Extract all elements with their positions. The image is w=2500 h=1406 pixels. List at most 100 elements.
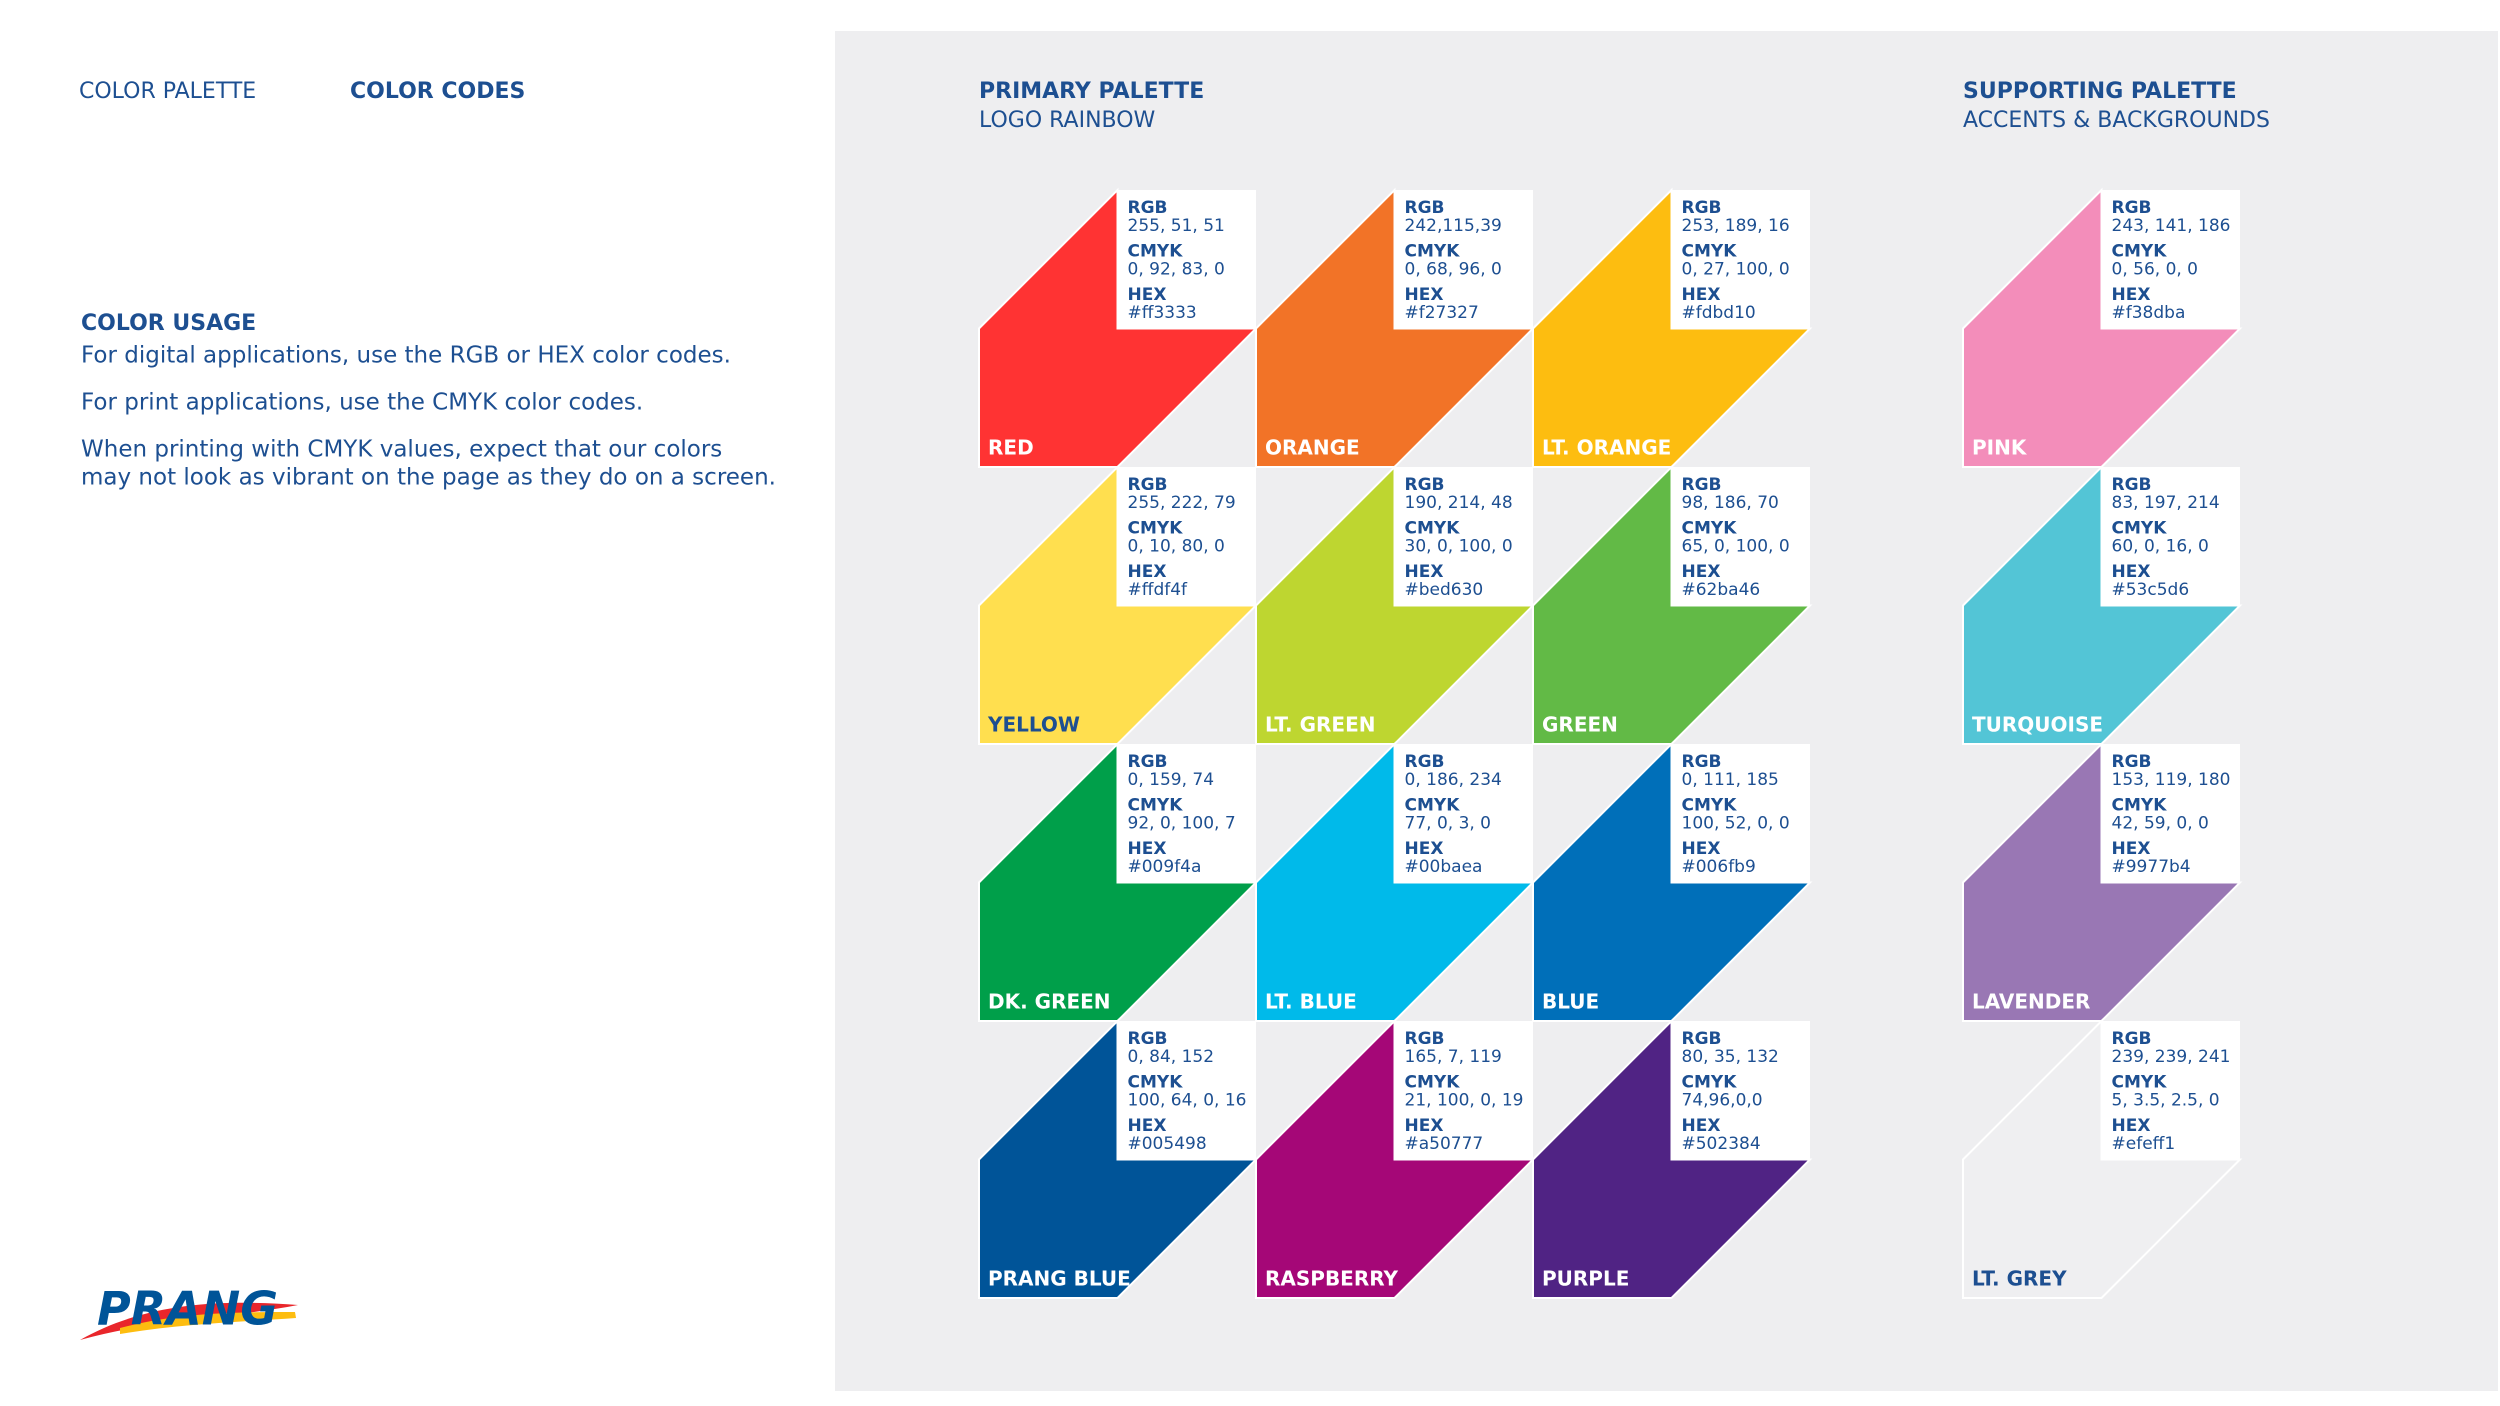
swatch-name: PINK (1972, 436, 2028, 460)
field-value: 242,115,39 (1405, 216, 1502, 236)
field-label: CMYK (1682, 1073, 1738, 1093)
field-label: CMYK (1128, 519, 1184, 539)
nav-item-active[interactable]: COLOR CODES (350, 79, 525, 104)
field-label: CMYK (1405, 519, 1461, 539)
field-value: 243, 141, 186 (2112, 216, 2231, 236)
swatch-card (1117, 467, 1256, 606)
usage-line: When printing with CMYK values, expect t… (81, 437, 722, 463)
usage-title: COLOR USAGE (81, 311, 256, 336)
field-label: CMYK (2112, 796, 2168, 816)
field-value: 165, 7, 119 (1405, 1047, 1502, 1067)
swatch-card (1671, 190, 1810, 329)
field-value: 100, 52, 0, 0 (1682, 814, 1790, 834)
field-label: CMYK (1682, 242, 1738, 262)
field-label: CMYK (1682, 519, 1738, 539)
field-label: HEX (2112, 285, 2151, 305)
field-value: #9977b4 (2112, 857, 2191, 877)
field-value: 0, 10, 80, 0 (1128, 537, 1225, 557)
field-value: 0, 84, 152 (1128, 1047, 1215, 1067)
field-label: RGB (1405, 1029, 1445, 1049)
field-value: 0, 68, 96, 0 (1405, 260, 1502, 280)
field-value: #f27327 (1405, 303, 1479, 323)
field-value: #efeff1 (2112, 1134, 2176, 1154)
field-value: 92, 0, 100, 7 (1128, 814, 1236, 834)
field-value: #ff3333 (1128, 303, 1197, 323)
field-label: RGB (1405, 752, 1445, 772)
field-value: 239, 239, 241 (2112, 1047, 2231, 1067)
field-label: RGB (1682, 1029, 1722, 1049)
field-label: RGB (2112, 752, 2152, 772)
swatch-card (1117, 1021, 1256, 1160)
field-label: HEX (1405, 839, 1444, 859)
field-value: #502384 (1682, 1134, 1761, 1154)
swatch-name: LT. ORANGE (1542, 436, 1671, 460)
field-label: CMYK (2112, 242, 2168, 262)
field-label: RGB (1682, 752, 1722, 772)
field-label: HEX (2112, 1116, 2151, 1136)
field-label: CMYK (1128, 242, 1184, 262)
swatch-card (1117, 190, 1256, 329)
field-label: HEX (2112, 839, 2151, 859)
field-value: 21, 100, 0, 19 (1405, 1091, 1524, 1111)
nav-item[interactable]: COLOR PALETTE (79, 79, 256, 104)
field-value: 42, 59, 0, 0 (2112, 814, 2209, 834)
section-title: SUPPORTING PALETTE (1963, 79, 2237, 104)
swatch-name: RASPBERRY (1265, 1267, 1399, 1291)
field-label: HEX (1128, 285, 1167, 305)
swatch-name: PRANG BLUE (988, 1267, 1131, 1291)
swatch-name: LT. BLUE (1265, 990, 1357, 1014)
field-label: HEX (1128, 839, 1167, 859)
swatch-name: LT. GREEN (1265, 713, 1375, 737)
swatch-card (1671, 1021, 1810, 1160)
field-value: #62ba46 (1682, 580, 1761, 600)
field-value: 0, 186, 234 (1405, 770, 1502, 790)
field-label: RGB (1128, 752, 1168, 772)
field-value: 253, 189, 16 (1682, 216, 1790, 236)
section-title: PRIMARY PALETTE (979, 79, 1204, 104)
logo-swoosh (80, 1302, 298, 1340)
field-value: 100, 64, 0, 16 (1128, 1091, 1247, 1111)
swatch-card (2101, 190, 2240, 329)
swatch-name: TURQUOISE (1972, 713, 2103, 737)
swatch-card (1394, 1021, 1533, 1160)
field-value: 0, 111, 185 (1682, 770, 1779, 790)
usage-line: For print applications, use the CMYK col… (81, 390, 643, 416)
field-label: CMYK (1405, 796, 1461, 816)
swatch-card (1671, 744, 1810, 883)
field-label: HEX (1405, 285, 1444, 305)
swatch-card (1671, 467, 1810, 606)
field-label: CMYK (1682, 796, 1738, 816)
field-label: RGB (1405, 475, 1445, 495)
field-value: 0, 92, 83, 0 (1128, 260, 1225, 280)
field-value: 0, 159, 74 (1128, 770, 1215, 790)
swatch-card (1394, 467, 1533, 606)
field-value: #53c5d6 (2112, 580, 2190, 600)
field-value: 65, 0, 100, 0 (1682, 537, 1790, 557)
field-label: CMYK (1128, 796, 1184, 816)
swatch-name: BLUE (1542, 990, 1599, 1014)
field-label: HEX (1128, 1116, 1167, 1136)
field-label: CMYK (1405, 242, 1461, 262)
logo-text[interactable]: PRANG (97, 1282, 278, 1336)
field-label: HEX (1405, 1116, 1444, 1136)
field-label: HEX (1682, 562, 1721, 582)
swatch-card (2101, 467, 2240, 606)
field-value: #ffdf4f (1128, 580, 1189, 600)
swatch-name: DK. GREEN (988, 990, 1111, 1014)
field-value: 77, 0, 3, 0 (1405, 814, 1492, 834)
field-value: 190, 214, 48 (1405, 493, 1513, 513)
field-label: HEX (1682, 285, 1721, 305)
field-value: 5, 3.5, 2.5, 0 (2112, 1091, 2220, 1111)
swatch-card (1394, 744, 1533, 883)
field-label: RGB (1128, 1029, 1168, 1049)
field-label: HEX (2112, 562, 2151, 582)
field-value: 0, 56, 0, 0 (2112, 260, 2199, 280)
swatch-card (1117, 744, 1256, 883)
field-value: #a50777 (1405, 1134, 1484, 1154)
field-label: CMYK (2112, 519, 2168, 539)
field-value: 30, 0, 100, 0 (1405, 537, 1513, 557)
field-value: #fdbd10 (1682, 303, 1756, 323)
field-label: CMYK (2112, 1073, 2168, 1093)
field-label: CMYK (1128, 1073, 1184, 1093)
